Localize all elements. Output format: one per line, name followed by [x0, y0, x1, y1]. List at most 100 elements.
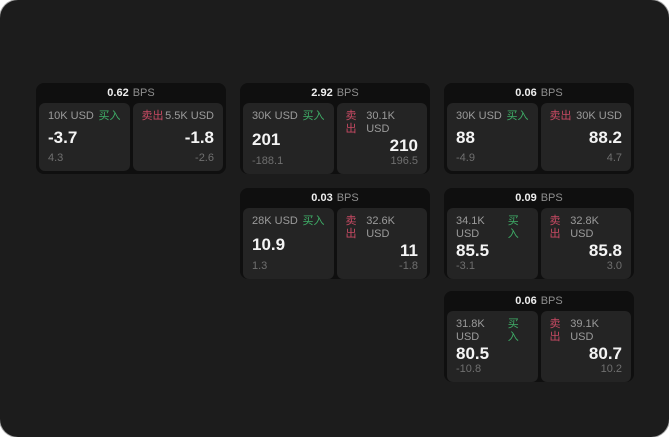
- sell-tag: 卖出: [345, 215, 357, 240]
- sell-change: -1.8: [399, 260, 418, 272]
- quote-card-2[interactable]: 2.92 BPS 30K USD 买入 201 -188.1 卖出 30.1K …: [240, 83, 430, 174]
- sell-panel[interactable]: 卖出 30.1K USD 210 196.5: [336, 103, 427, 174]
- sell-size-label: 30K USD: [576, 110, 622, 122]
- buy-tag: 买入: [302, 110, 325, 122]
- sell-change: 4.7: [606, 152, 622, 164]
- bps-value: 0.06: [515, 87, 537, 99]
- quote-card-body: 30K USD 买入 201 -188.1 卖出 30.1K USD 210 1…: [240, 103, 430, 177]
- sell-panel[interactable]: 卖出 30K USD 88.2 4.7: [540, 103, 631, 171]
- sell-size-label: 32.8K USD: [570, 215, 599, 240]
- bps-header: 0.03 BPS: [240, 188, 430, 208]
- buy-price: 88: [456, 128, 475, 147]
- buy-change: -188.1: [252, 155, 284, 167]
- quote-card-body: 28K USD 买入 10.9 1.3 卖出 32.6K USD 11 -1.8: [240, 208, 430, 282]
- buy-tag: 买入: [98, 110, 121, 122]
- bps-unit-label: BPS: [540, 192, 563, 204]
- buy-panel-header: 30K USD 买入: [252, 110, 325, 123]
- sell-price: 80.7: [588, 344, 622, 363]
- buy-panel[interactable]: 31.8K USD 买入 80.5 -10.8: [447, 311, 538, 382]
- sell-price: -1.8: [184, 128, 214, 147]
- buy-panel[interactable]: 30K USD 买入 88 -4.9: [447, 103, 538, 171]
- buy-panel-header: 31.8K USD 买入: [456, 318, 529, 344]
- sell-tag: 卖出: [141, 110, 164, 122]
- buy-panel-header: 30K USD 买入: [456, 110, 529, 123]
- bps-header: 0.06 BPS: [444, 83, 634, 103]
- buy-size-label: 28K USD: [252, 215, 298, 227]
- sell-change: -2.6: [195, 152, 214, 164]
- quote-card-body: 34.1K USD 买入 85.5 -3.1 卖出 32.8K USD 85.8…: [444, 208, 634, 282]
- sell-panel-header: 卖出 30K USD: [550, 110, 623, 123]
- bps-value: 0.09: [515, 192, 537, 204]
- bps-value: 0.06: [515, 295, 537, 307]
- buy-size-label: 10K USD: [48, 110, 94, 122]
- sell-change: 196.5: [390, 155, 418, 167]
- buy-size-label: 31.8K USD: [456, 318, 485, 343]
- quote-card-5[interactable]: 0.09 BPS 34.1K USD 买入 85.5 -3.1 卖出 32.8K…: [444, 188, 634, 279]
- buy-size-label: 30K USD: [252, 110, 298, 122]
- sell-size-label: 32.6K USD: [366, 215, 395, 240]
- sell-price: 85.8: [588, 241, 622, 260]
- buy-price: 201: [252, 129, 281, 149]
- buy-price: 85.5: [456, 241, 490, 260]
- buy-tag: 买入: [507, 215, 519, 240]
- sell-panel[interactable]: 卖出 32.6K USD 11 -1.8: [336, 208, 427, 279]
- sell-change: 10.2: [600, 363, 622, 375]
- bps-unit-label: BPS: [540, 87, 563, 99]
- quote-card-4[interactable]: 0.03 BPS 28K USD 买入 10.9 1.3 卖出 32.6K US…: [240, 188, 430, 279]
- buy-change: 4.3: [48, 152, 64, 164]
- quote-card-3[interactable]: 0.06 BPS 30K USD 买入 88 -4.9 卖出 30K USD 8…: [444, 83, 634, 174]
- bps-value: 0.03: [311, 192, 333, 204]
- bps-unit-label: BPS: [336, 192, 359, 204]
- buy-change: -4.9: [456, 152, 475, 164]
- sell-panel-header: 卖出 32.8K USD: [550, 215, 623, 241]
- buy-change: -10.8: [456, 363, 482, 375]
- bps-unit-label: BPS: [132, 87, 155, 99]
- sell-size-label: 5.5K USD: [165, 110, 214, 122]
- quote-card-body: 31.8K USD 买入 80.5 -10.8 卖出 39.1K USD 80.…: [444, 311, 634, 385]
- buy-panel[interactable]: 34.1K USD 买入 85.5 -3.1: [447, 208, 538, 279]
- buy-panel-header: 28K USD 买入: [252, 215, 325, 228]
- sell-panel[interactable]: 卖出 32.8K USD 85.8 3.0: [540, 208, 631, 279]
- bps-unit-label: BPS: [336, 87, 359, 99]
- sell-price: 11: [400, 241, 418, 260]
- quote-card-body: 30K USD 买入 88 -4.9 卖出 30K USD 88.2 4.7: [444, 103, 634, 174]
- buy-panel-header: 10K USD 买入: [48, 110, 121, 123]
- buy-price: -3.7: [48, 128, 78, 147]
- sell-tag: 卖出: [345, 110, 357, 135]
- sell-panel-header: 卖出 5.5K USD: [142, 110, 215, 123]
- buy-size-label: 34.1K USD: [456, 215, 485, 240]
- sell-panel-header: 卖出 30.1K USD: [346, 110, 419, 136]
- buy-change: -3.1: [456, 260, 475, 272]
- sell-panel-header: 卖出 39.1K USD: [550, 318, 623, 344]
- buy-tag: 买入: [506, 110, 529, 122]
- buy-tag: 买入: [507, 318, 519, 343]
- sell-panel-header: 卖出 32.6K USD: [346, 215, 419, 241]
- bps-header: 2.92 BPS: [240, 83, 430, 103]
- sell-price: 210: [389, 136, 418, 155]
- buy-panel[interactable]: 30K USD 买入 201 -188.1: [243, 103, 334, 174]
- bps-header: 0.62 BPS: [36, 83, 226, 103]
- buy-panel[interactable]: 28K USD 买入 10.9 1.3: [243, 208, 334, 279]
- bps-value: 0.62: [107, 87, 129, 99]
- buy-panel[interactable]: 10K USD 买入 -3.7 4.3: [39, 103, 130, 171]
- sell-tag: 卖出: [549, 110, 572, 122]
- sell-tag: 卖出: [549, 215, 561, 240]
- quote-card-1[interactable]: 0.62 BPS 10K USD 买入 -3.7 4.3 卖出 5.5K USD…: [36, 83, 226, 174]
- sell-panel[interactable]: 卖出 39.1K USD 80.7 10.2: [540, 311, 631, 382]
- sell-tag: 卖出: [549, 318, 561, 343]
- bps-value: 2.92: [311, 87, 333, 99]
- buy-price: 80.5: [456, 344, 490, 363]
- sell-price: 88.2: [588, 128, 622, 147]
- buy-size-label: 30K USD: [456, 110, 502, 122]
- buy-tag: 买入: [302, 215, 325, 227]
- buy-change: 1.3: [252, 260, 268, 272]
- sell-size-label: 39.1K USD: [570, 318, 599, 343]
- buy-price: 10.9: [252, 234, 286, 254]
- sell-change: 3.0: [606, 260, 622, 272]
- quote-card-6[interactable]: 0.06 BPS 31.8K USD 买入 80.5 -10.8 卖出 39.1…: [444, 291, 634, 382]
- sell-size-label: 30.1K USD: [366, 110, 395, 135]
- bps-header: 0.09 BPS: [444, 188, 634, 208]
- quote-card-body: 10K USD 买入 -3.7 4.3 卖出 5.5K USD -1.8 -2.…: [36, 103, 226, 174]
- sell-panel[interactable]: 卖出 5.5K USD -1.8 -2.6: [132, 103, 223, 171]
